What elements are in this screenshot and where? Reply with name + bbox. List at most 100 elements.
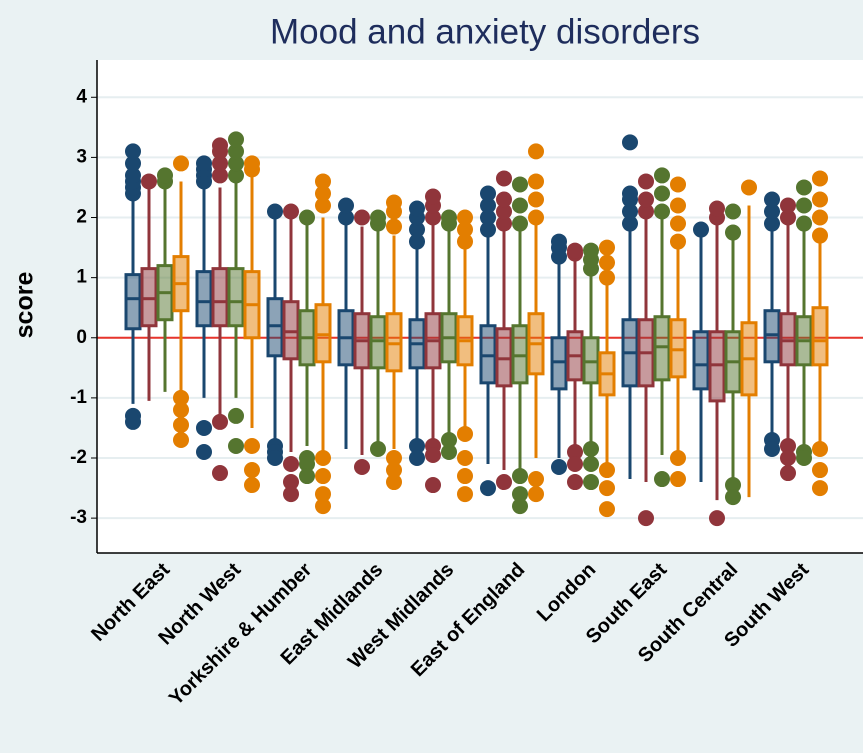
y-axis-label: score xyxy=(11,272,39,339)
outlier xyxy=(670,233,686,250)
outlier xyxy=(780,450,796,467)
outlier xyxy=(638,173,654,190)
outlier xyxy=(528,173,544,190)
box xyxy=(266,297,284,358)
outlier xyxy=(228,167,244,184)
outlier xyxy=(654,185,670,202)
outlier xyxy=(386,462,402,479)
outlier xyxy=(528,209,544,226)
outlier xyxy=(386,450,402,467)
outlier xyxy=(425,447,441,464)
box xyxy=(385,312,403,373)
outlier xyxy=(796,450,812,467)
outlier xyxy=(812,480,828,497)
outlier xyxy=(457,209,473,226)
outlier xyxy=(409,450,425,467)
outlier xyxy=(299,209,315,226)
outlier xyxy=(599,269,615,286)
outlier xyxy=(812,170,828,187)
outlier xyxy=(480,221,496,238)
outlier xyxy=(457,486,473,503)
y-tick-label: -2 xyxy=(70,447,87,468)
outlier xyxy=(386,474,402,491)
outlier xyxy=(283,474,299,491)
outlier xyxy=(141,173,157,190)
outlier xyxy=(173,416,189,433)
box xyxy=(653,315,671,382)
outlier xyxy=(354,459,370,476)
box xyxy=(550,336,568,391)
outlier xyxy=(567,456,583,473)
outlier xyxy=(299,468,315,485)
box xyxy=(495,327,513,388)
outlier xyxy=(567,474,583,491)
outlier xyxy=(512,215,528,232)
outlier xyxy=(370,440,386,457)
outlier xyxy=(583,474,599,491)
outlier xyxy=(409,221,425,238)
outlier xyxy=(244,462,260,479)
y-tick-label: -1 xyxy=(70,387,87,408)
outlier xyxy=(173,401,189,418)
outlier xyxy=(173,431,189,448)
outlier xyxy=(693,221,709,238)
outlier xyxy=(812,227,828,244)
outlier xyxy=(196,155,212,172)
outlier xyxy=(212,155,228,172)
outlier xyxy=(654,167,670,184)
outlier xyxy=(370,209,386,226)
y-tick-label: 2 xyxy=(76,207,87,228)
outlier xyxy=(315,173,331,190)
outlier xyxy=(654,471,670,488)
outlier xyxy=(670,176,686,193)
outlier xyxy=(267,203,283,220)
outlier xyxy=(496,215,512,232)
outlier xyxy=(622,215,638,232)
outlier xyxy=(212,137,228,154)
outlier xyxy=(409,200,425,217)
outlier xyxy=(528,143,544,160)
box xyxy=(811,306,829,367)
outlier xyxy=(725,203,741,220)
outlier xyxy=(654,203,670,220)
y-tick-label: 0 xyxy=(76,327,87,348)
outlier xyxy=(583,242,599,259)
box xyxy=(582,336,600,385)
outlier xyxy=(528,191,544,208)
outlier xyxy=(425,477,441,494)
outlier xyxy=(512,468,528,485)
outlier xyxy=(725,489,741,506)
outlier xyxy=(764,440,780,457)
box xyxy=(140,267,158,328)
outlier xyxy=(425,209,441,226)
outlier xyxy=(212,465,228,482)
outlier xyxy=(480,185,496,202)
outlier xyxy=(228,407,244,424)
outlier xyxy=(457,468,473,485)
outlier xyxy=(496,170,512,187)
outlier xyxy=(741,179,757,196)
outlier xyxy=(599,480,615,497)
outlier xyxy=(764,215,780,232)
outlier xyxy=(512,176,528,193)
y-tick-label: 3 xyxy=(76,146,87,167)
outlier xyxy=(409,233,425,250)
outlier xyxy=(670,471,686,488)
outlier xyxy=(551,233,567,250)
outlier xyxy=(551,459,567,476)
outlier xyxy=(599,254,615,271)
outlier xyxy=(315,486,331,503)
outlier xyxy=(583,440,599,457)
outlier xyxy=(812,209,828,226)
chart-title: Mood and anxiety disorders xyxy=(270,12,700,51)
outlier xyxy=(315,450,331,467)
outlier xyxy=(780,209,796,226)
outlier xyxy=(283,203,299,220)
box xyxy=(195,270,213,328)
box xyxy=(282,300,300,361)
outlier xyxy=(638,510,654,527)
outlier xyxy=(457,233,473,250)
outlier xyxy=(354,209,370,226)
outlier xyxy=(157,167,173,184)
box xyxy=(511,324,529,385)
